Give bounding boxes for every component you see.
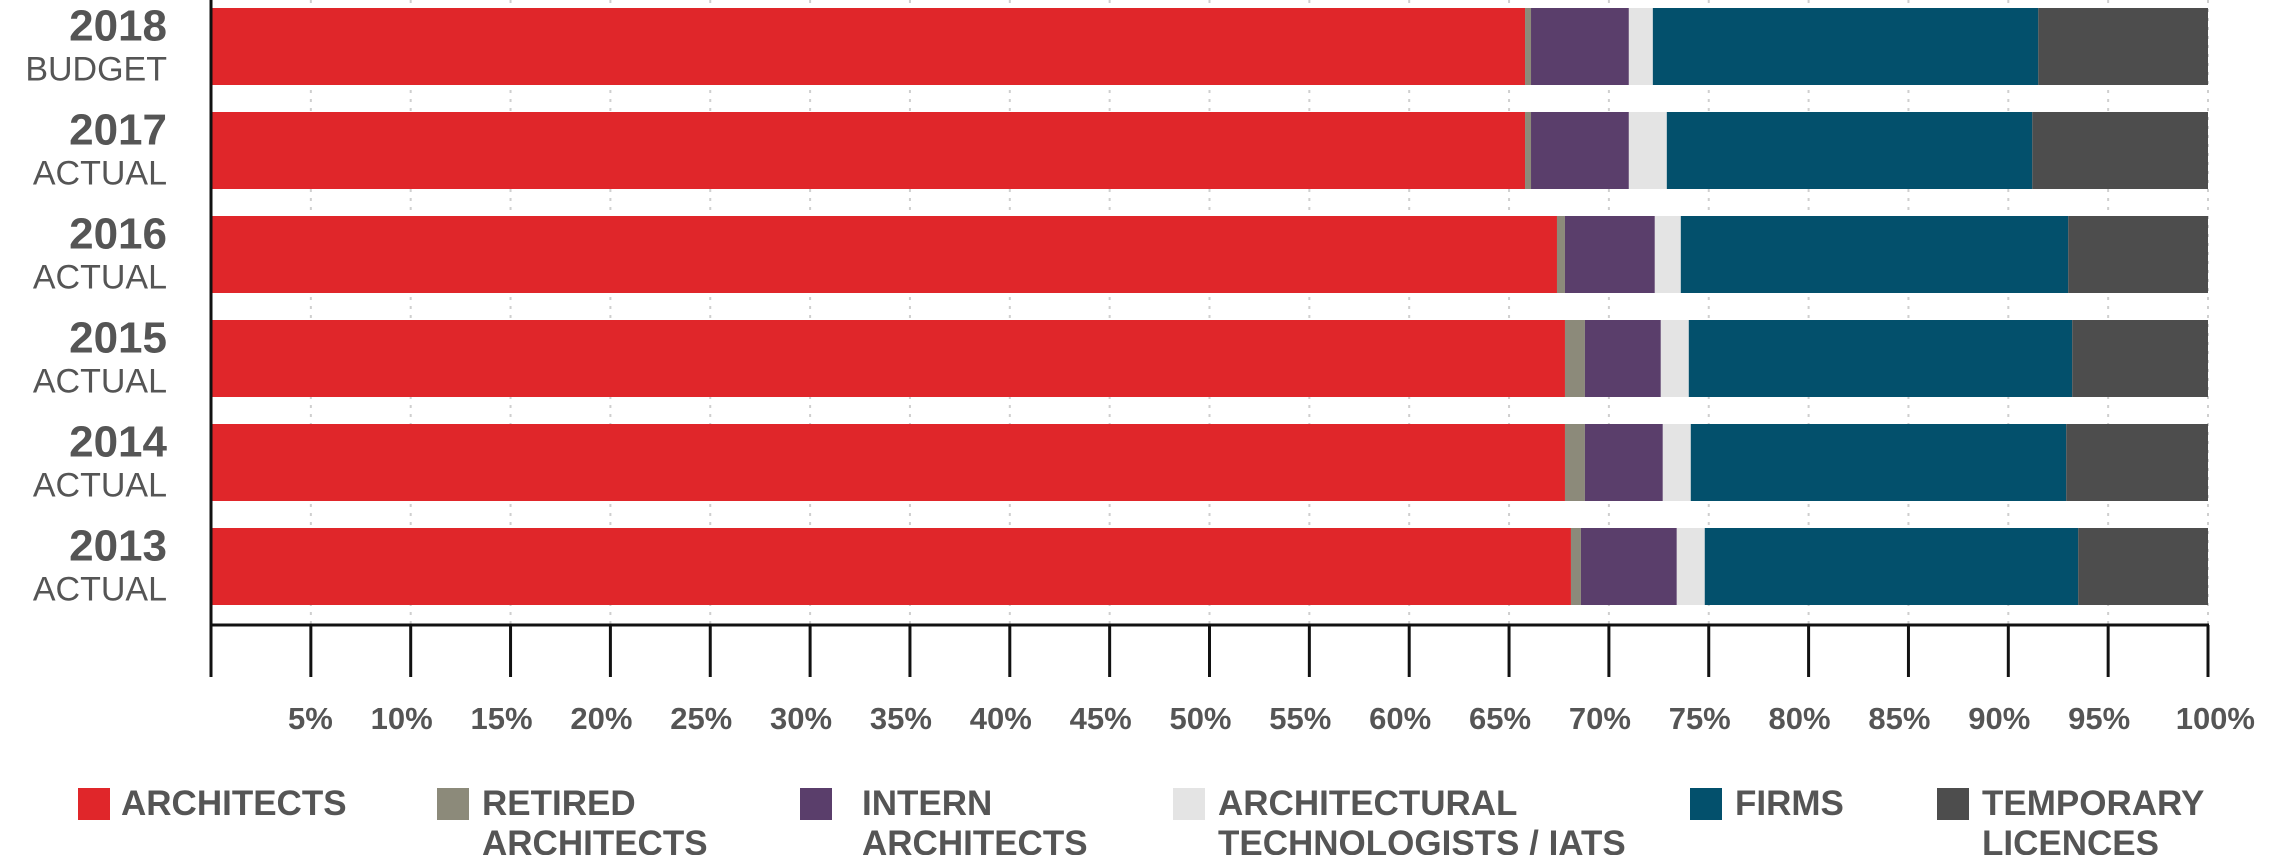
- bar-segment-firms-2014: [1690, 424, 2067, 501]
- category-sub-label: ACTUAL: [33, 259, 167, 297]
- x-tick-label: 50%: [1169, 701, 1231, 736]
- legend-swatch: [78, 788, 110, 820]
- bar-segment-architectural-technologists-iats-2016: [1654, 216, 1681, 293]
- bar-segment-intern-architects-2016: [1564, 216, 1655, 293]
- bar-segment-intern-architects-2013: [1580, 528, 1677, 605]
- legend-label: ARCHITECTS: [121, 784, 347, 823]
- bar-segment-firms-2013: [1704, 528, 2079, 605]
- x-tick-label: 95%: [2068, 701, 2130, 736]
- x-tick-label: 60%: [1369, 701, 1431, 736]
- legend-swatch: [1173, 788, 1205, 820]
- legend-label: INTERN: [862, 784, 992, 823]
- bar-segment-architectural-technologists-iats-2017: [1628, 112, 1667, 189]
- bar-segment-intern-architects-2018: [1531, 8, 1629, 85]
- bar-segment-intern-architects-2015: [1584, 320, 1661, 397]
- bar-segment-retired-architects-2017: [1525, 112, 1532, 189]
- legend-label: ARCHITECTURAL: [1218, 784, 1517, 823]
- x-tick-label: 30%: [770, 701, 832, 736]
- bars: [211, 8, 2208, 605]
- bar-segment-retired-architects-2016: [1556, 216, 1565, 293]
- legend-label: FIRMS: [1735, 784, 1844, 823]
- x-tick-label: 40%: [970, 701, 1032, 736]
- bar-segment-architects-2016: [211, 216, 1557, 293]
- legend-swatch: [437, 788, 469, 820]
- bar-segment-architects-2013: [211, 528, 1571, 605]
- category-year-label: 2016: [69, 210, 167, 259]
- bar-segment-retired-architects-2014: [1564, 424, 1585, 501]
- bar-segment-firms-2015: [1688, 320, 2073, 397]
- x-tick-label: 55%: [1269, 701, 1331, 736]
- x-tick-label: 75%: [1669, 701, 1731, 736]
- x-tick-label: 80%: [1769, 701, 1831, 736]
- bar-segment-retired-architects-2013: [1570, 528, 1581, 605]
- bar-segment-temporary-licences-2017: [2032, 112, 2208, 189]
- bar-segment-architects-2018: [211, 8, 1526, 85]
- category-sub-label: ACTUAL: [33, 467, 167, 505]
- bar-segment-retired-architects-2018: [1525, 8, 1532, 85]
- category-year-label: 2017: [69, 106, 167, 155]
- x-tick-label: 100%: [2176, 701, 2255, 736]
- x-tick-label: 10%: [371, 701, 433, 736]
- bar-segment-architects-2017: [211, 112, 1526, 189]
- category-sub-label: ACTUAL: [33, 363, 167, 401]
- bar-segment-temporary-licences-2013: [2078, 528, 2208, 605]
- x-tick-label: 70%: [1569, 701, 1631, 736]
- bar-segment-firms-2017: [1666, 112, 2033, 189]
- category-labels: 2018BUDGET2017ACTUAL2016ACTUAL2015ACTUAL…: [25, 2, 167, 609]
- x-tick-label: 90%: [1968, 701, 2030, 736]
- x-tick-label: 15%: [471, 701, 533, 736]
- bar-segment-architects-2014: [211, 424, 1565, 501]
- legend-label: TECHNOLOGISTS / IATS: [1218, 824, 1626, 855]
- legend-label: ARCHITECTS: [482, 824, 708, 855]
- x-tick-label: 5%: [288, 701, 333, 736]
- category-sub-label: BUDGET: [25, 51, 167, 89]
- legend-swatch: [1690, 788, 1722, 820]
- category-sub-label: ACTUAL: [33, 155, 167, 193]
- bar-segment-intern-architects-2014: [1584, 424, 1663, 501]
- bar-segment-intern-architects-2017: [1531, 112, 1629, 189]
- x-tick-label: 65%: [1469, 701, 1531, 736]
- bar-segment-retired-architects-2015: [1564, 320, 1585, 397]
- legend-label: TEMPORARY: [1982, 784, 2204, 823]
- x-axis: 5% 10% 15% 20% 25% 30% 35% 40% 45% 50% 55% 60% 65% 70…: [209, 0, 2255, 736]
- legend-label: RETIRED: [482, 784, 636, 823]
- legend-swatch: [800, 788, 832, 820]
- category-year-label: 2015: [69, 314, 167, 363]
- bar-segment-firms-2016: [1680, 216, 2069, 293]
- bar-segment-firms-2018: [1652, 8, 2039, 85]
- bar-segment-architectural-technologists-iats-2018: [1628, 8, 1653, 85]
- category-year-label: 2014: [69, 418, 167, 467]
- x-tick-label: 20%: [570, 701, 632, 736]
- x-tick-label: 25%: [670, 701, 732, 736]
- bar-segment-temporary-licences-2015: [2072, 320, 2208, 397]
- legend-label: LICENCES: [1982, 824, 2159, 855]
- bar-segment-architectural-technologists-iats-2015: [1660, 320, 1689, 397]
- bar-segment-architectural-technologists-iats-2013: [1676, 528, 1705, 605]
- x-tick-label: 45%: [1070, 701, 1132, 736]
- bar-segment-temporary-licences-2016: [2068, 216, 2208, 293]
- legend-label: ARCHITECTS: [862, 824, 1088, 855]
- bar-segment-temporary-licences-2018: [2038, 8, 2208, 85]
- x-tick-label: 35%: [870, 701, 932, 736]
- legend: ARCHITECTS RETIREDARCHITECTSINTERNARCHITE…: [78, 784, 2204, 855]
- bar-segment-temporary-licences-2014: [2066, 424, 2208, 501]
- category-year-label: 2013: [69, 522, 167, 571]
- bar-segment-architectural-technologists-iats-2014: [1662, 424, 1691, 501]
- category-year-label: 2018: [69, 2, 167, 51]
- legend-swatch: [1937, 788, 1969, 820]
- bar-segment-architects-2015: [211, 320, 1565, 397]
- category-sub-label: ACTUAL: [33, 571, 167, 609]
- x-tick-label: 85%: [1868, 701, 1930, 736]
